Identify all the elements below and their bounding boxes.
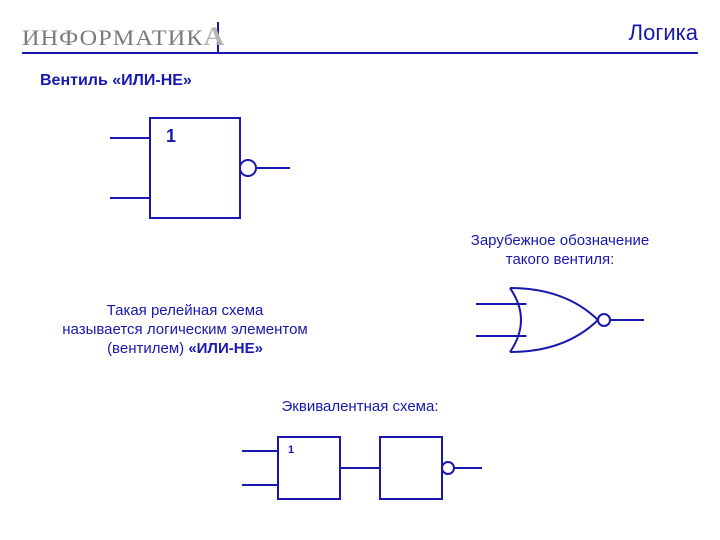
caption-foreign-l1: Зарубежное обозначение [471, 232, 649, 249]
caption-relay-l3a: (вентилем) [107, 340, 188, 357]
nor-gate-iec: 1 [100, 108, 300, 228]
section-title: Вентиль «ИЛИ-НЕ» [40, 72, 192, 90]
brand-wrap: ИНФОРМАТИКА [22, 22, 219, 52]
caption-relay-l1: Такая релейная схема [107, 302, 264, 319]
caption-foreign: Зарубежное обозначение такого вентиля: [430, 232, 690, 270]
header-bar: ИНФОРМАТИКА Логика [22, 22, 698, 54]
nor-gate-ansi [470, 280, 650, 360]
svg-text:1: 1 [166, 126, 176, 146]
equivalent-circuit: 1 [230, 425, 490, 515]
caption-relay-l2: называется логическим элементом [62, 321, 308, 338]
caption-foreign-l2: такого вентиля: [506, 251, 615, 268]
caption-relay: Такая релейная схема называется логическ… [30, 302, 340, 358]
brand-suffix: А [204, 22, 226, 51]
brand: ИНФОРМАТИКА [22, 22, 225, 52]
nor-gate-iec-svg: 1 [100, 108, 300, 228]
brand-prefix: ИНФОРМАТИК [22, 25, 204, 50]
caption-relay-l3b: «ИЛИ-НЕ» [188, 340, 263, 357]
equivalent-label: Эквивалентная схема: [0, 398, 720, 415]
svg-text:1: 1 [288, 444, 294, 456]
nor-gate-ansi-svg [470, 280, 650, 360]
page-topic: Логика [629, 20, 698, 46]
equivalent-circuit-svg: 1 [230, 425, 490, 515]
